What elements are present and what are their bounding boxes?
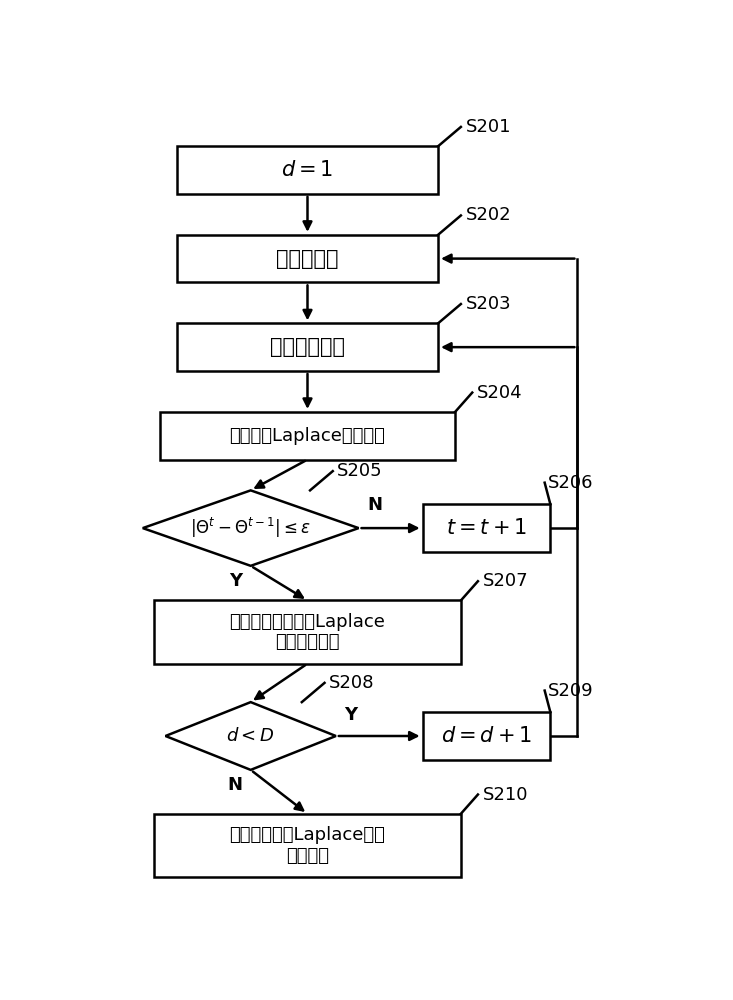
Text: 计算最终混合Laplace分布
模型参数: 计算最终混合Laplace分布 模型参数: [229, 826, 386, 865]
Text: S206: S206: [548, 474, 593, 492]
Polygon shape: [166, 702, 336, 770]
Text: S208: S208: [329, 674, 375, 692]
Text: 计算各个Laplace分布参数: 计算各个Laplace分布参数: [229, 427, 386, 445]
Text: S210: S210: [482, 786, 528, 804]
Text: N: N: [227, 776, 242, 794]
Bar: [422, 504, 550, 552]
Text: S201: S201: [465, 118, 511, 136]
Text: Y: Y: [345, 706, 358, 724]
Text: 初始化参数: 初始化参数: [276, 249, 339, 269]
Text: $d = 1$: $d = 1$: [281, 160, 334, 180]
Text: S203: S203: [465, 295, 511, 313]
Polygon shape: [143, 490, 358, 566]
Text: $d < D$: $d < D$: [226, 727, 275, 745]
Text: 计算后验概率: 计算后验概率: [270, 337, 345, 357]
Text: S202: S202: [465, 206, 511, 224]
Text: Y: Y: [229, 572, 242, 590]
Bar: [177, 235, 438, 282]
Bar: [177, 146, 438, 194]
Text: S207: S207: [482, 572, 528, 590]
Text: $t = t+1$: $t = t+1$: [446, 518, 527, 538]
Bar: [422, 712, 550, 760]
Text: $|\Theta^t - \Theta^{t-1}| \leq \varepsilon$: $|\Theta^t - \Theta^{t-1}| \leq \varepsi…: [191, 516, 311, 540]
Text: S204: S204: [476, 384, 523, 402]
Bar: [154, 600, 461, 664]
Bar: [177, 323, 438, 371]
Text: S205: S205: [337, 462, 383, 480]
Text: S209: S209: [548, 682, 593, 700]
Text: 得到本次求解混合Laplace
分布模型参数: 得到本次求解混合Laplace 分布模型参数: [229, 613, 386, 651]
Text: N: N: [367, 496, 382, 514]
Bar: [154, 814, 461, 877]
Text: $d = d+1$: $d = d+1$: [441, 726, 532, 746]
Bar: [160, 412, 455, 460]
